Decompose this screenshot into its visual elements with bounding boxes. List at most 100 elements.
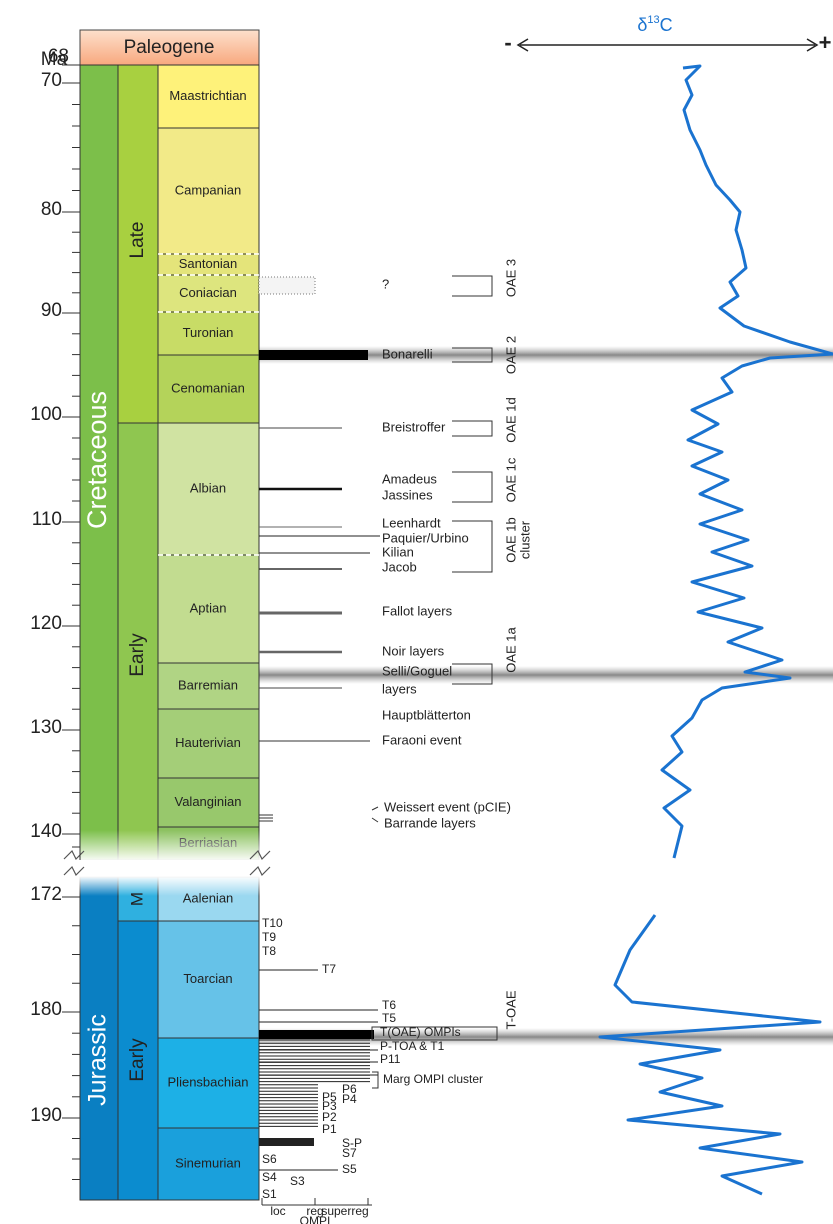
oae-bracket [452,347,493,363]
stage-label: Maastrichtian [169,88,246,103]
curve-label: δ13C [637,14,672,35]
epoch-label: Early [127,1038,148,1082]
oae-bracket [452,471,493,503]
event-label: Kilian [382,544,414,559]
jurassic-event-label: P5 [322,1090,337,1104]
stage-label: Valanginian [175,794,242,809]
oae-label: OAE 3 [503,259,518,297]
stage-label: Toarcian [183,971,232,986]
jurassic-event-label: S5 [342,1162,357,1176]
event-label: ? [382,276,389,291]
break-fade [78,876,262,896]
axis-tick-label: 140 [30,821,62,842]
axis-tick-label: 180 [30,999,62,1020]
axis-tick-label: 120 [30,613,62,634]
stage-label: Campanian [175,182,242,197]
jurassic-event-label: P3 [322,1099,337,1113]
oae-label: OAE 1b [503,517,518,563]
jurassic-event-label: Marg OMPI cluster [383,1072,483,1086]
axis-tick-label: 110 [32,509,62,530]
axis-label: Ma [41,49,68,70]
stage-box [157,708,260,779]
event-label: Leenhardt [382,515,441,530]
stage-box [157,127,260,255]
oae-bracket [452,420,493,437]
oae-label: OAE 1c [503,457,518,502]
oae1a-band [259,666,833,684]
bracket [371,806,379,823]
curve-superscript: 13 [647,14,659,26]
event-label: Fallot layers [382,603,453,618]
jurassic-event-label: P-TOA & T1 [380,1039,445,1053]
event-label: Bonarelli [382,346,433,361]
event-label: Faraoni event [382,732,462,747]
stage-box [157,354,260,424]
epoch-label: Early [127,633,148,677]
bracket [372,1071,379,1089]
event-label: Paquier/Urbino [382,530,469,545]
axis-tick-label: 80 [41,199,62,220]
oae2-band [259,346,833,364]
period-label: Jurassic [84,1014,112,1106]
oae-bracket [452,520,493,573]
legend-label: loc [270,1204,285,1218]
epoch-box [117,422,159,861]
oae-label: OAE 2 [503,336,518,374]
axis-tick-label: 68 [48,46,69,67]
period-label: Cretaceous [82,391,112,529]
event-label: Noir layers [382,643,445,658]
stage-label: Coniacian [179,285,237,300]
jurassic-event-label: T5 [382,1011,396,1025]
stage-box [157,1037,260,1129]
jurassic-event-label: P6 [342,1082,357,1096]
jurassic-event-label: S6 [262,1152,277,1166]
scale-minus: - [504,30,511,55]
stage-box [157,662,260,710]
arrow-heads [516,38,819,52]
event-label: Weissert event (pCIE) [384,799,511,814]
legend-label: OMPI [300,1214,331,1224]
oae-label: cluster [517,520,532,559]
event-bands [259,346,833,1046]
oae-label: T-OAE [503,990,518,1029]
scale-plus: + [819,30,832,55]
period-box [79,876,119,1201]
jurassic-event-label: S3 [290,1174,305,1188]
jurassic-event-label: P11 [380,1052,401,1066]
break-symbol [249,849,271,861]
stage-label: Sinemurian [175,1155,241,1170]
jurassic-event-label: T10 [262,916,283,930]
stage-label: Santonian [179,256,238,271]
epoch-box [117,920,159,1201]
jurassic-event-label: P4 [342,1092,357,1106]
carbon-isotope-curve-jurassic [598,914,822,1196]
toae-bar [259,1030,374,1039]
break-gap [60,860,265,876]
carbon-isotope-curve [660,64,833,859]
axis-tick-label: 190 [30,1105,62,1126]
stage-label: Barremian [178,677,238,692]
jurassic-event-label: S4 [262,1170,277,1184]
curve-symbol: δ [637,15,647,35]
stage-label: Aptian [190,600,227,615]
stage-label: Hauterivian [175,735,241,750]
oae-label: OAE 1d [503,397,518,443]
break-fade [78,830,262,862]
oae-bracket [452,275,493,297]
sp-bar [259,1138,314,1146]
event-label: Hauptblätterton [382,707,471,722]
jurassic-event-label: S-P [342,1136,362,1150]
stage-box [157,422,260,556]
break-symbol [249,865,271,877]
axis-tick-label: 70 [41,70,62,91]
toae-box [371,1026,498,1041]
break-symbol [63,865,85,877]
stage-box [157,1127,260,1201]
stage-label: Turonian [183,325,234,340]
curve-element: C [660,15,673,35]
dotted-box [258,276,316,295]
legend-label: superreg [321,1204,368,1218]
jurassic-event-label: T9 [262,930,276,944]
jurassic-event-label: T8 [262,944,276,958]
